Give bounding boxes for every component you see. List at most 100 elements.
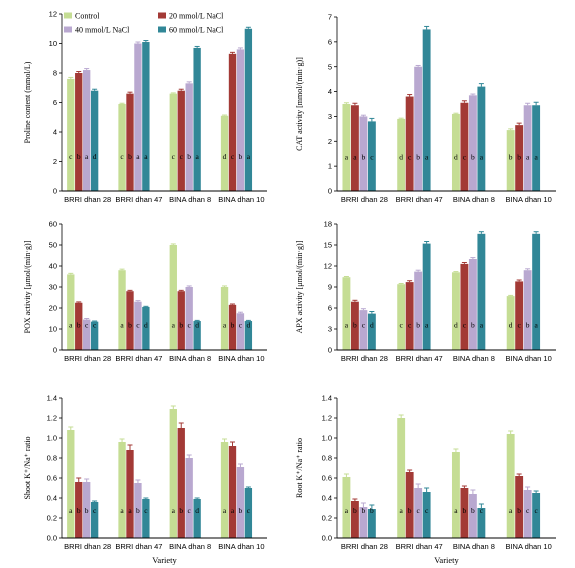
bar <box>405 472 414 538</box>
legend-swatch-40-mmol <box>64 26 72 33</box>
significance-letter: a <box>136 152 140 161</box>
significance-letter: b <box>416 153 420 162</box>
y-tick-label: 10 <box>49 39 57 48</box>
bar <box>397 418 406 538</box>
significance-letter: a <box>425 153 429 162</box>
y-tick-label: 18 <box>324 220 332 229</box>
bar <box>414 271 423 350</box>
significance-letter: a <box>534 153 538 162</box>
significance-letter: c <box>517 320 521 329</box>
bar <box>83 482 91 538</box>
significance-letter: b <box>77 320 81 329</box>
y-tick-label: 10 <box>49 325 57 334</box>
y-tick-label: 0.0 <box>322 534 332 543</box>
significance-letter: d <box>399 153 403 162</box>
y-tick-label: 1.0 <box>322 434 332 443</box>
bar <box>532 493 541 538</box>
bar <box>75 302 83 350</box>
y-tick-label: 3 <box>328 325 332 334</box>
bar <box>506 130 515 191</box>
x-tick-label: BRRI dhan 28 <box>64 542 111 551</box>
bar <box>244 28 253 191</box>
y-tick-label: 1 <box>328 162 332 171</box>
bar <box>75 482 83 538</box>
bar <box>405 282 414 350</box>
y-tick-label: 12 <box>324 262 332 271</box>
significance-letter: b <box>187 152 191 161</box>
x-tick-label: BRRI dhan 28 <box>64 195 111 204</box>
significance-letter: a <box>195 152 199 161</box>
significance-letter: a <box>172 320 176 329</box>
bar <box>228 304 237 350</box>
y-tick-label: 40 <box>49 262 57 271</box>
bar <box>185 458 193 538</box>
chart-panel-5: 0.0 0.2 0.4 0.6 0.8 1.0 1.2 1.4 Shoot K⁺/Na⁺ rat… <box>23 394 267 565</box>
x-tick-label: BRRI dhan 28 <box>341 195 388 204</box>
significance-letter: a <box>480 153 484 162</box>
bar <box>405 96 414 191</box>
y-tick-label: 1.2 <box>322 414 332 423</box>
bar <box>506 434 515 538</box>
y-axis-title: APX activity [μmol/(min·g)] <box>295 240 304 333</box>
significance-letter: d <box>223 152 227 161</box>
bar <box>359 310 368 350</box>
bar <box>236 467 245 538</box>
significance-letter: c <box>85 320 89 329</box>
significance-letter: b <box>179 320 183 329</box>
bar <box>90 321 99 350</box>
y-tick-label: 0 <box>328 187 332 196</box>
bar <box>422 243 431 350</box>
y-axis-title: Root K⁺/Na⁺ ratio <box>295 438 304 498</box>
bar <box>142 42 150 192</box>
bar <box>359 116 368 191</box>
significance-letter: c <box>463 320 467 329</box>
x-tick-label: BINA dhan 10 <box>218 195 264 204</box>
bar <box>359 507 368 538</box>
significance-letter: b <box>517 506 521 515</box>
bar <box>177 291 185 350</box>
significance-letter: a <box>480 320 484 329</box>
significance-letter: c <box>144 506 148 515</box>
y-tick-label: 0.0 <box>47 534 57 543</box>
significance-letter: b <box>85 506 89 515</box>
significance-letter: c <box>93 506 97 515</box>
legend-swatch-60-mmol <box>158 26 166 33</box>
x-tick-label: BRRI dhan 28 <box>341 542 388 551</box>
significance-letter: a <box>128 506 132 515</box>
legend-label-60-mmol: 60 mmol/L NaCl <box>169 26 224 35</box>
significance-letter: c <box>188 320 192 329</box>
bar <box>244 321 253 350</box>
y-tick-label: 0.4 <box>47 494 57 503</box>
y-tick-label: 1.4 <box>47 394 57 403</box>
significance-letter: d <box>144 320 148 329</box>
y-tick-label: 1.4 <box>322 394 332 403</box>
significance-letter: a <box>223 320 227 329</box>
significance-letter: b <box>77 506 81 515</box>
bar <box>477 233 486 350</box>
significance-letter: b <box>128 320 132 329</box>
legend-label-control: Control <box>75 12 100 21</box>
significance-letter: a <box>509 506 513 515</box>
significance-letter: b <box>353 320 357 329</box>
y-tick-label: 7 <box>328 13 332 22</box>
y-tick-label: 4 <box>328 87 332 96</box>
bar <box>236 313 245 350</box>
significance-letter: a <box>526 153 530 162</box>
legend-label-40-mmol: 40 mmol/L NaCl <box>75 26 130 35</box>
significance-letter: c <box>370 153 374 162</box>
y-tick-label: 0 <box>53 346 57 355</box>
bar <box>83 319 91 350</box>
significance-letter: b <box>463 506 467 515</box>
bar <box>468 95 477 191</box>
significance-letter: b <box>471 153 475 162</box>
significance-letter: b <box>128 152 132 161</box>
bar <box>134 301 142 350</box>
significance-letter: a <box>144 152 148 161</box>
legend-item-60-mmol: 60 mmol/L NaCl <box>158 26 224 35</box>
significance-letter: a <box>85 152 89 161</box>
bar <box>169 409 177 538</box>
x-axis-title: Variety <box>434 555 459 565</box>
y-tick-label: 50 <box>49 241 57 250</box>
bar <box>142 306 150 350</box>
